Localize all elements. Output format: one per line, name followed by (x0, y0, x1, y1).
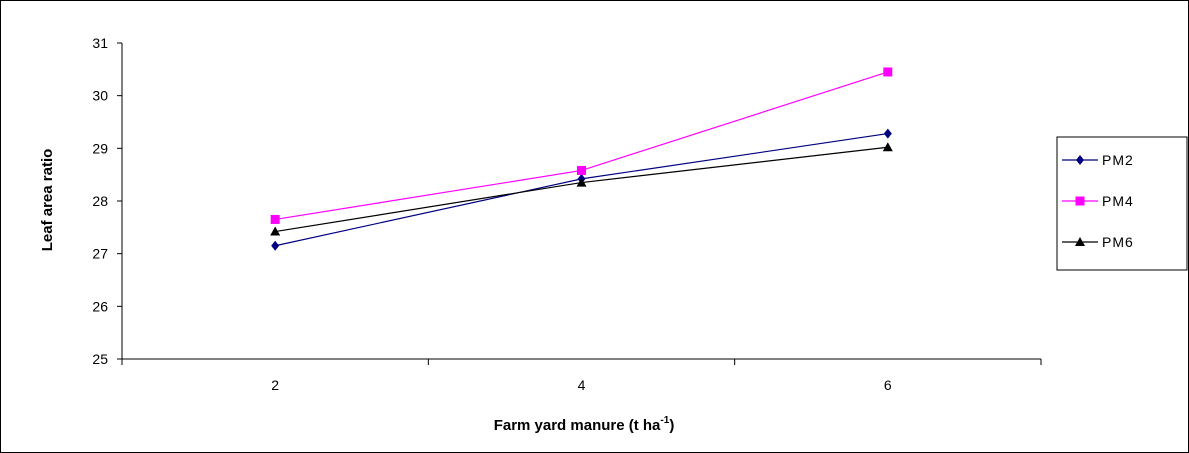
y-tick-label: 26 (92, 298, 108, 314)
legend-item-pm6: PM6 (1062, 234, 1134, 250)
y-tick-label: 31 (92, 35, 108, 51)
data-point (883, 128, 892, 139)
y-axis-title: Leaf area ratio (39, 149, 56, 252)
series-line (275, 146, 888, 233)
y-tick-label: 29 (92, 140, 108, 156)
series-pm6 (270, 142, 893, 236)
data-point (271, 240, 280, 251)
series-line (275, 71, 889, 221)
y-tick-label: 28 (92, 193, 108, 209)
x-tick-label: 2 (271, 377, 279, 393)
legend-label: PM4 (1102, 193, 1134, 209)
x-axis-title-main: Farm yard manure (t ha (494, 417, 661, 434)
series-pm2 (271, 128, 892, 251)
x-tick-label: 6 (884, 377, 892, 393)
series-pm4 (270, 67, 893, 224)
data-point (270, 214, 280, 224)
y-tick-label: 25 (92, 351, 108, 367)
legend-marker (1075, 237, 1085, 246)
data-point (882, 142, 893, 152)
x-axis-title: Farm yard manure (t ha-1) (494, 415, 675, 434)
y-tick-label: 27 (92, 246, 108, 262)
legend-item-pm4: PM4 (1062, 193, 1134, 209)
legend-marker (1076, 155, 1084, 165)
data-point (576, 177, 587, 187)
data-point (270, 226, 281, 236)
data-point (883, 67, 893, 77)
legend-label: PM6 (1102, 234, 1134, 250)
x-axis-title-superscript: -1 (660, 415, 669, 426)
series-layer (270, 67, 893, 251)
y-axis: 25 26 27 28 29 30 31 (92, 35, 123, 367)
data-point (577, 165, 586, 175)
x-tick-label: 4 (578, 377, 586, 393)
x-axis: 2 4 6 (121, 358, 1042, 393)
y-tick-label: 30 (92, 88, 108, 104)
legend-label: PM2 (1102, 152, 1134, 168)
series-line (275, 132, 888, 247)
legend-marker (1075, 196, 1085, 206)
legend: PM2 PM4 PM6 (1056, 136, 1188, 271)
legend-item-pm2: PM2 (1062, 152, 1134, 168)
x-axis-title-tail: ) (669, 417, 674, 434)
